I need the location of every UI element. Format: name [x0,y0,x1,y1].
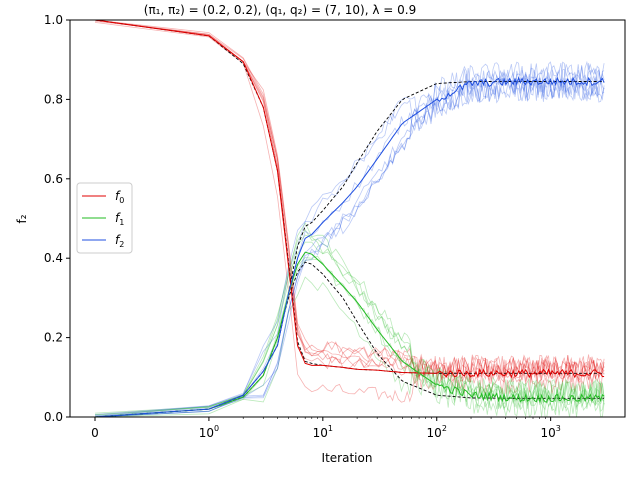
run-line [94,19,605,383]
y-tick-label: 0.2 [44,331,63,345]
run-line [94,222,605,414]
y-tick-label: 0.6 [44,172,63,186]
run-line [94,229,605,416]
x-axis: 0 100 101 102 103 [91,417,561,440]
y-axis: 0.0 0.2 0.4 0.6 0.8 1.0 [44,13,70,424]
x-tick-label: 0 [91,426,99,440]
x-tick-label: 103 [540,424,560,440]
run-line [94,63,605,415]
run-line [94,258,605,418]
legend-label: f2 [115,233,124,249]
series-line-2 [94,76,605,418]
y-tick-label: 0.8 [44,92,63,106]
run-line [94,20,605,385]
plot-frame [69,19,626,418]
run-line [94,76,605,418]
run-line [94,241,605,418]
run-line [94,75,605,418]
reference-line [94,81,605,418]
mean-series [94,19,605,418]
run-line [94,19,605,379]
run-line [94,234,605,416]
run-line [94,60,605,417]
run-line [94,78,605,418]
y-axis-label: f₂ [15,214,29,223]
run-line [94,22,605,403]
legend-label: f1 [115,211,124,227]
x-tick-label: 102 [427,424,447,440]
series-line-0 [94,19,605,379]
x-tick-label: 101 [313,424,333,440]
series-line-1 [94,251,605,418]
y-tick-label: 0.0 [44,410,63,424]
y-tick-label: 1.0 [44,13,63,27]
legend-label: f0 [115,189,124,205]
run-line [94,68,605,417]
reference-line [94,19,605,374]
run-line [94,78,605,418]
y-tick-label: 0.4 [44,251,63,265]
legend: f0 f1 f2 [76,182,133,254]
run-line [94,19,605,379]
x-axis-label: Iteration [322,451,373,465]
run-line [94,255,605,418]
run-line [94,19,605,380]
x-tick-label: 100 [199,424,219,440]
run-line [94,276,605,419]
chart-title: (π₁, π₂) = (0.2, 0.2), (q₁, q₂) = (7, 10… [144,3,416,17]
run-line [94,19,605,384]
